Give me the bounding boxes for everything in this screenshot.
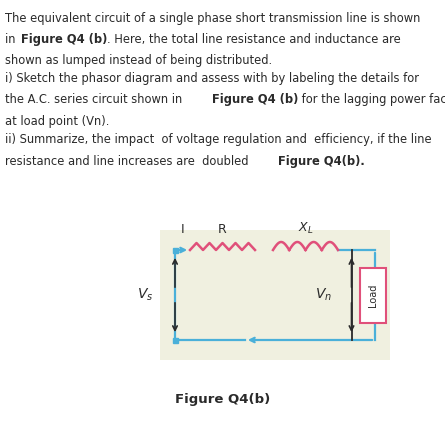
Text: Figure Q4(b): Figure Q4(b) (175, 393, 270, 406)
Bar (160, 230, 390, 360)
Text: for the lagging power factor: for the lagging power factor (298, 93, 445, 106)
Text: R: R (218, 223, 227, 236)
Text: $X_L$: $X_L$ (298, 221, 313, 236)
Text: shown as lumped instead of being distributed.: shown as lumped instead of being distrib… (5, 54, 272, 67)
Text: Load: Load (368, 283, 378, 306)
Text: Figure Q4(b).: Figure Q4(b). (278, 155, 365, 168)
Text: at load point (Vn).: at load point (Vn). (5, 115, 109, 128)
Bar (173, 338, 178, 343)
Text: The equivalent circuit of a single phase short transmission line is shown: The equivalent circuit of a single phase… (5, 12, 421, 25)
Text: the A.C. series circuit shown in: the A.C. series circuit shown in (5, 93, 186, 106)
Bar (173, 248, 178, 253)
Text: $V_s$: $V_s$ (137, 287, 153, 303)
Text: resistance and line increases are  doubled: resistance and line increases are double… (5, 155, 252, 168)
Bar (360, 267, 386, 322)
Text: . Here, the total line resistance and inductance are: . Here, the total line resistance and in… (107, 33, 401, 46)
Text: I: I (181, 223, 185, 236)
Text: i) Sketch the phasor diagram and assess with by labeling the details for: i) Sketch the phasor diagram and assess … (5, 72, 419, 85)
Text: in: in (5, 33, 19, 46)
Text: Figure Q4 (b): Figure Q4 (b) (21, 33, 107, 46)
Text: $V_n$: $V_n$ (315, 287, 332, 303)
Text: Figure Q4 (b): Figure Q4 (b) (212, 93, 299, 106)
Text: ii) Summarize, the impact  of voltage regulation and  efficiency, if the line: ii) Summarize, the impact of voltage reg… (5, 133, 432, 146)
